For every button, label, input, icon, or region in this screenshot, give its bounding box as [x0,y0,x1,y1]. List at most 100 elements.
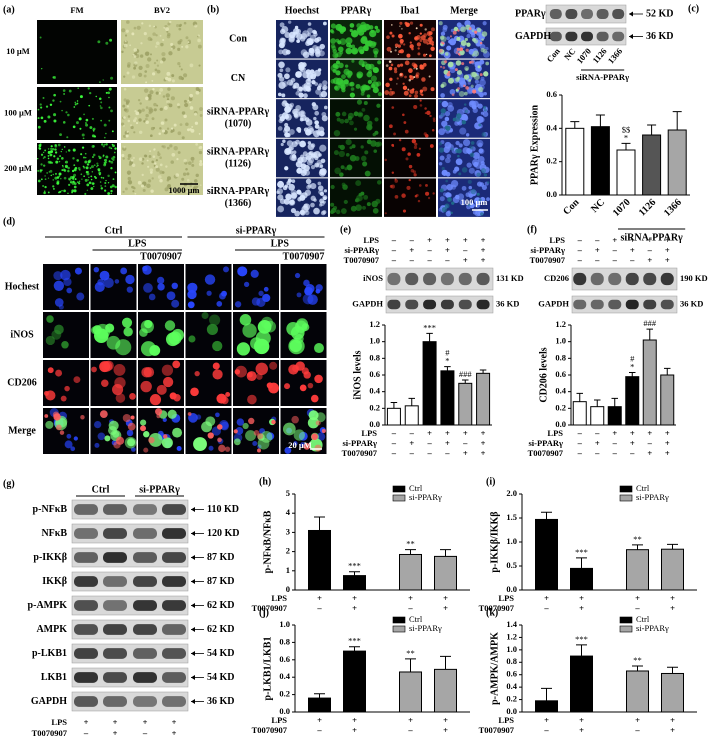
cell [140,419,147,426]
cell [285,193,292,201]
cell [446,36,450,41]
cell [134,110,137,113]
cell [314,343,324,354]
row-label: CN [231,73,246,84]
cell [330,184,335,190]
blot-background [71,619,189,640]
cell [134,61,138,65]
cell [385,64,389,67]
cell [334,85,338,90]
cell [81,133,85,137]
micrograph [233,408,279,454]
cell [177,151,181,154]
cell [311,151,318,158]
cell [44,390,49,396]
cell [338,144,342,149]
blot-band [476,299,490,310]
cell [354,197,360,203]
cell [356,73,363,79]
cell [40,106,43,109]
y-tick-label: 0.0 [546,189,557,199]
cell [419,64,424,69]
cell [417,52,421,56]
significance-label: $$ [622,124,631,134]
cell [446,153,452,159]
cell [115,436,125,445]
cell [293,113,298,118]
cell [67,113,70,117]
micrograph [384,138,436,178]
micrograph [90,264,137,310]
cell [136,25,141,30]
cell [439,155,445,161]
cell [104,181,107,185]
cell [306,72,313,79]
cell [39,36,42,39]
cell [146,183,151,189]
cell [288,183,295,191]
cell [479,41,483,45]
cell [127,422,136,431]
bar [590,126,610,196]
cell [461,62,465,66]
cell [110,189,113,193]
condition-value: + [647,255,652,265]
cell [426,42,429,45]
cell [314,124,320,129]
micrograph [384,99,436,138]
cell [140,380,152,393]
micrograph [280,312,327,358]
cell [300,154,305,159]
cell [351,32,356,37]
y-tick-label: 0.4 [279,671,290,681]
cell [314,82,319,86]
cell [419,89,424,93]
cell [339,172,344,177]
cell [103,123,107,127]
cell [185,122,189,127]
cell [90,187,94,190]
error-bar [314,693,325,699]
cell [170,96,175,101]
bar [570,655,593,713]
blot-band [74,696,98,707]
cell [73,173,77,177]
cell [338,46,344,53]
cell [159,108,163,111]
cell [97,164,99,167]
cell [486,197,490,202]
cell [42,164,46,167]
cell [64,165,68,169]
blot-band [133,600,157,611]
cell [399,38,404,44]
cell [414,36,419,41]
cell [127,180,133,185]
cell [66,433,72,439]
cell [195,90,200,95]
cell [257,448,262,453]
cell [45,335,55,346]
cell [480,212,484,216]
condition-name: LPS [271,715,287,725]
cell [58,191,60,194]
cell [446,72,451,77]
cell [133,131,136,134]
cell [277,205,285,213]
cell [311,433,318,441]
cell [291,179,296,184]
cell [296,189,302,195]
cell [291,415,299,424]
cell [467,203,471,207]
lane-label: 1126 [590,46,608,65]
cell [360,91,365,96]
cell [351,144,356,149]
cell [53,119,57,123]
cell [441,166,445,171]
cell [127,157,130,161]
y-axis-label: p-IKKβ/IKKβ [489,511,500,572]
arrow-head [191,507,195,512]
cell [350,87,355,91]
cell [483,71,489,77]
cell [442,27,448,33]
error-bar [667,543,678,550]
